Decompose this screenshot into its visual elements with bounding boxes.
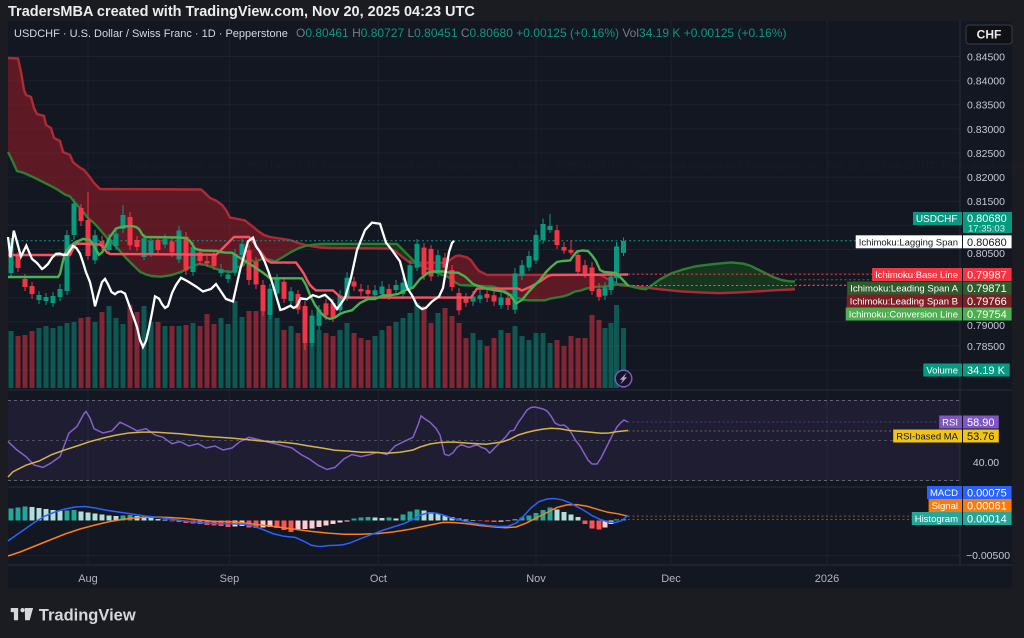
svg-text:RSI: RSI	[942, 418, 958, 429]
svg-text:Sep: Sep	[220, 573, 240, 585]
svg-text:TradersMBA created with Tradin: TradersMBA created with TradingView.com,…	[12, 161, 1024, 172]
svg-text:USDCHF: USDCHF	[916, 214, 958, 225]
svg-text:0.81500: 0.81500	[967, 196, 1005, 208]
svg-text:Signal: Signal	[932, 501, 958, 512]
svg-text:TradingView: TradingView	[39, 607, 136, 625]
svg-text:Nov: Nov	[526, 573, 546, 585]
svg-text:Ichimoku:Lagging Span: Ichimoku:Lagging Span	[859, 237, 958, 248]
svg-text:CHF: CHF	[977, 28, 1002, 42]
svg-text:0.79987: 0.79987	[967, 270, 1007, 282]
svg-text:TradersMBA created with Tradin: TradersMBA created with TradingView.com,…	[8, 4, 475, 20]
svg-text:0.00061: 0.00061	[967, 501, 1007, 513]
svg-text:34.19 K: 34.19 K	[967, 365, 1006, 377]
svg-text:0.82500: 0.82500	[967, 148, 1005, 160]
svg-text:0.84500: 0.84500	[967, 52, 1005, 64]
svg-text:17:35:03: 17:35:03	[968, 224, 1005, 235]
svg-text:O0.80461 H0.80727 L0.80451 C0.: O0.80461 H0.80727 L0.80451 C0.80680 +0.0…	[296, 26, 786, 40]
svg-text:Ichimoku:Leading Span A: Ichimoku:Leading Span A	[850, 284, 958, 295]
svg-text:0.79871: 0.79871	[967, 283, 1007, 295]
svg-text:0.82000: 0.82000	[967, 172, 1005, 184]
svg-text:2026: 2026	[815, 573, 839, 585]
svg-text:58.90: 58.90	[967, 417, 995, 429]
svg-text:0.78500: 0.78500	[967, 341, 1005, 353]
svg-text:Dec: Dec	[661, 573, 681, 585]
svg-text:53.76: 53.76	[967, 431, 995, 443]
svg-text:Histogram: Histogram	[915, 514, 958, 525]
svg-text:0.83500: 0.83500	[967, 100, 1005, 112]
svg-text:MACD: MACD	[930, 488, 958, 499]
svg-text:0.00014: 0.00014	[967, 514, 1007, 526]
svg-text:Ichimoku:Conversion Line: Ichimoku:Conversion Line	[849, 310, 958, 321]
svg-text:USDCHF · U.S. Dollar / Swiss F: USDCHF · U.S. Dollar / Swiss Franc · 1D …	[14, 28, 288, 40]
svg-text:Aug: Aug	[78, 573, 98, 585]
svg-text:0.79000: 0.79000	[967, 320, 1005, 332]
svg-text:Volume: Volume	[926, 366, 958, 377]
svg-text:RSI-based MA: RSI-based MA	[896, 432, 958, 443]
svg-text:Oct: Oct	[370, 573, 387, 585]
svg-text:0.79766: 0.79766	[967, 296, 1007, 308]
svg-text:0.80500: 0.80500	[967, 248, 1005, 260]
svg-text:Ichimoku:Base Line: Ichimoku:Base Line	[875, 270, 958, 281]
svg-text:0.80680: 0.80680	[967, 213, 1007, 225]
svg-text:0.79754: 0.79754	[967, 309, 1007, 321]
svg-text:−0.00500: −0.00500	[966, 550, 1010, 562]
svg-text:0.80680: 0.80680	[967, 237, 1007, 249]
svg-text:0.83000: 0.83000	[967, 124, 1005, 136]
svg-text:40.00: 40.00	[973, 457, 999, 469]
svg-text:0.84000: 0.84000	[967, 76, 1005, 88]
svg-text:0.00075: 0.00075	[967, 488, 1007, 500]
svg-text:Ichimoku:Leading Span B: Ichimoku:Leading Span B	[850, 297, 958, 308]
